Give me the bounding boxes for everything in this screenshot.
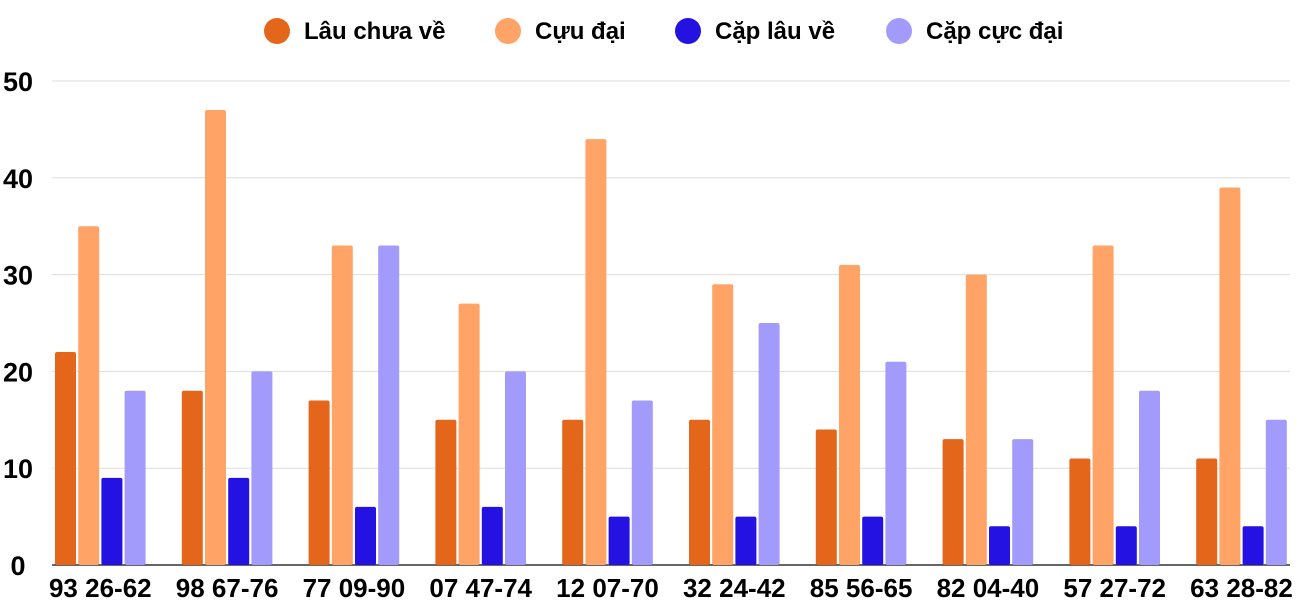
bar xyxy=(1092,245,1114,565)
x-category-label: 82 04-40 xyxy=(937,573,1040,600)
legend-swatch xyxy=(264,18,290,44)
bar xyxy=(1242,526,1264,565)
legend-swatch xyxy=(886,18,912,44)
bar xyxy=(78,226,100,565)
legend-label: Cựu đại xyxy=(535,18,626,45)
bar xyxy=(355,506,376,565)
y-tick-label: 10 xyxy=(3,454,33,484)
y-tick-label: 50 xyxy=(3,67,33,97)
bar xyxy=(585,139,607,565)
x-category-label: 85 56-65 xyxy=(810,573,913,600)
bar xyxy=(505,371,526,565)
y-tick-label: 20 xyxy=(3,357,33,387)
x-category-label: 07 47-74 xyxy=(429,573,532,600)
bar xyxy=(1012,439,1034,565)
y-tick-label: 30 xyxy=(3,261,33,291)
bar xyxy=(308,400,330,565)
bar xyxy=(1115,526,1137,565)
legend-swatch xyxy=(675,18,701,44)
bar xyxy=(885,361,907,565)
y-tick-label: 0 xyxy=(10,551,25,581)
bar xyxy=(562,419,584,565)
bar xyxy=(839,264,860,565)
bar xyxy=(124,390,146,565)
bar xyxy=(1139,390,1160,565)
bar xyxy=(712,284,734,565)
bar xyxy=(101,477,123,565)
x-category-label: 57 27-72 xyxy=(1063,573,1166,600)
bar xyxy=(862,516,884,565)
x-category-label: 12 07-70 xyxy=(556,573,659,600)
bar xyxy=(815,429,837,565)
legend-label: Cặp lâu về xyxy=(715,18,835,45)
x-category-label: 32 24-42 xyxy=(683,573,786,600)
legend-label: Lâu chưa về xyxy=(304,18,445,45)
bar xyxy=(181,390,203,565)
x-category-label: 93 26-62 xyxy=(49,573,152,600)
x-category-label: 98 67-76 xyxy=(176,573,279,600)
bar xyxy=(435,419,457,565)
bar xyxy=(251,371,273,565)
bar xyxy=(965,274,987,565)
bar xyxy=(458,303,480,565)
bar xyxy=(631,400,653,565)
bar xyxy=(228,477,250,565)
bar xyxy=(689,419,710,565)
bars xyxy=(55,110,1287,566)
bar xyxy=(942,439,964,565)
x-axis-categories: 93 26-62 98 67-76 77 09-90 07 47-74 12 07-70… xyxy=(49,573,1293,600)
y-tick-label: 40 xyxy=(3,164,33,194)
y-axis-ticks: 0 10 20 30 40 50 xyxy=(3,67,33,581)
bar xyxy=(608,516,630,565)
bar xyxy=(378,245,400,565)
x-category-label: 77 09-90 xyxy=(303,573,406,600)
x-category-label: 63 28-82 xyxy=(1190,573,1293,600)
bar xyxy=(55,352,76,565)
bar xyxy=(1196,458,1218,565)
bar xyxy=(735,516,757,565)
bar xyxy=(1219,187,1241,566)
bar xyxy=(1265,419,1287,565)
bar xyxy=(331,245,353,565)
bar xyxy=(989,526,1010,565)
bar xyxy=(1069,458,1091,565)
bar xyxy=(758,323,780,565)
bar xyxy=(481,506,503,565)
legend-label: Cặp cực đại xyxy=(926,18,1063,45)
bar xyxy=(205,110,226,565)
legend: Lâu chưa về Cựu đại Cặp lâu về Cặp cực đại xyxy=(264,18,1063,45)
legend-swatch xyxy=(495,18,521,44)
